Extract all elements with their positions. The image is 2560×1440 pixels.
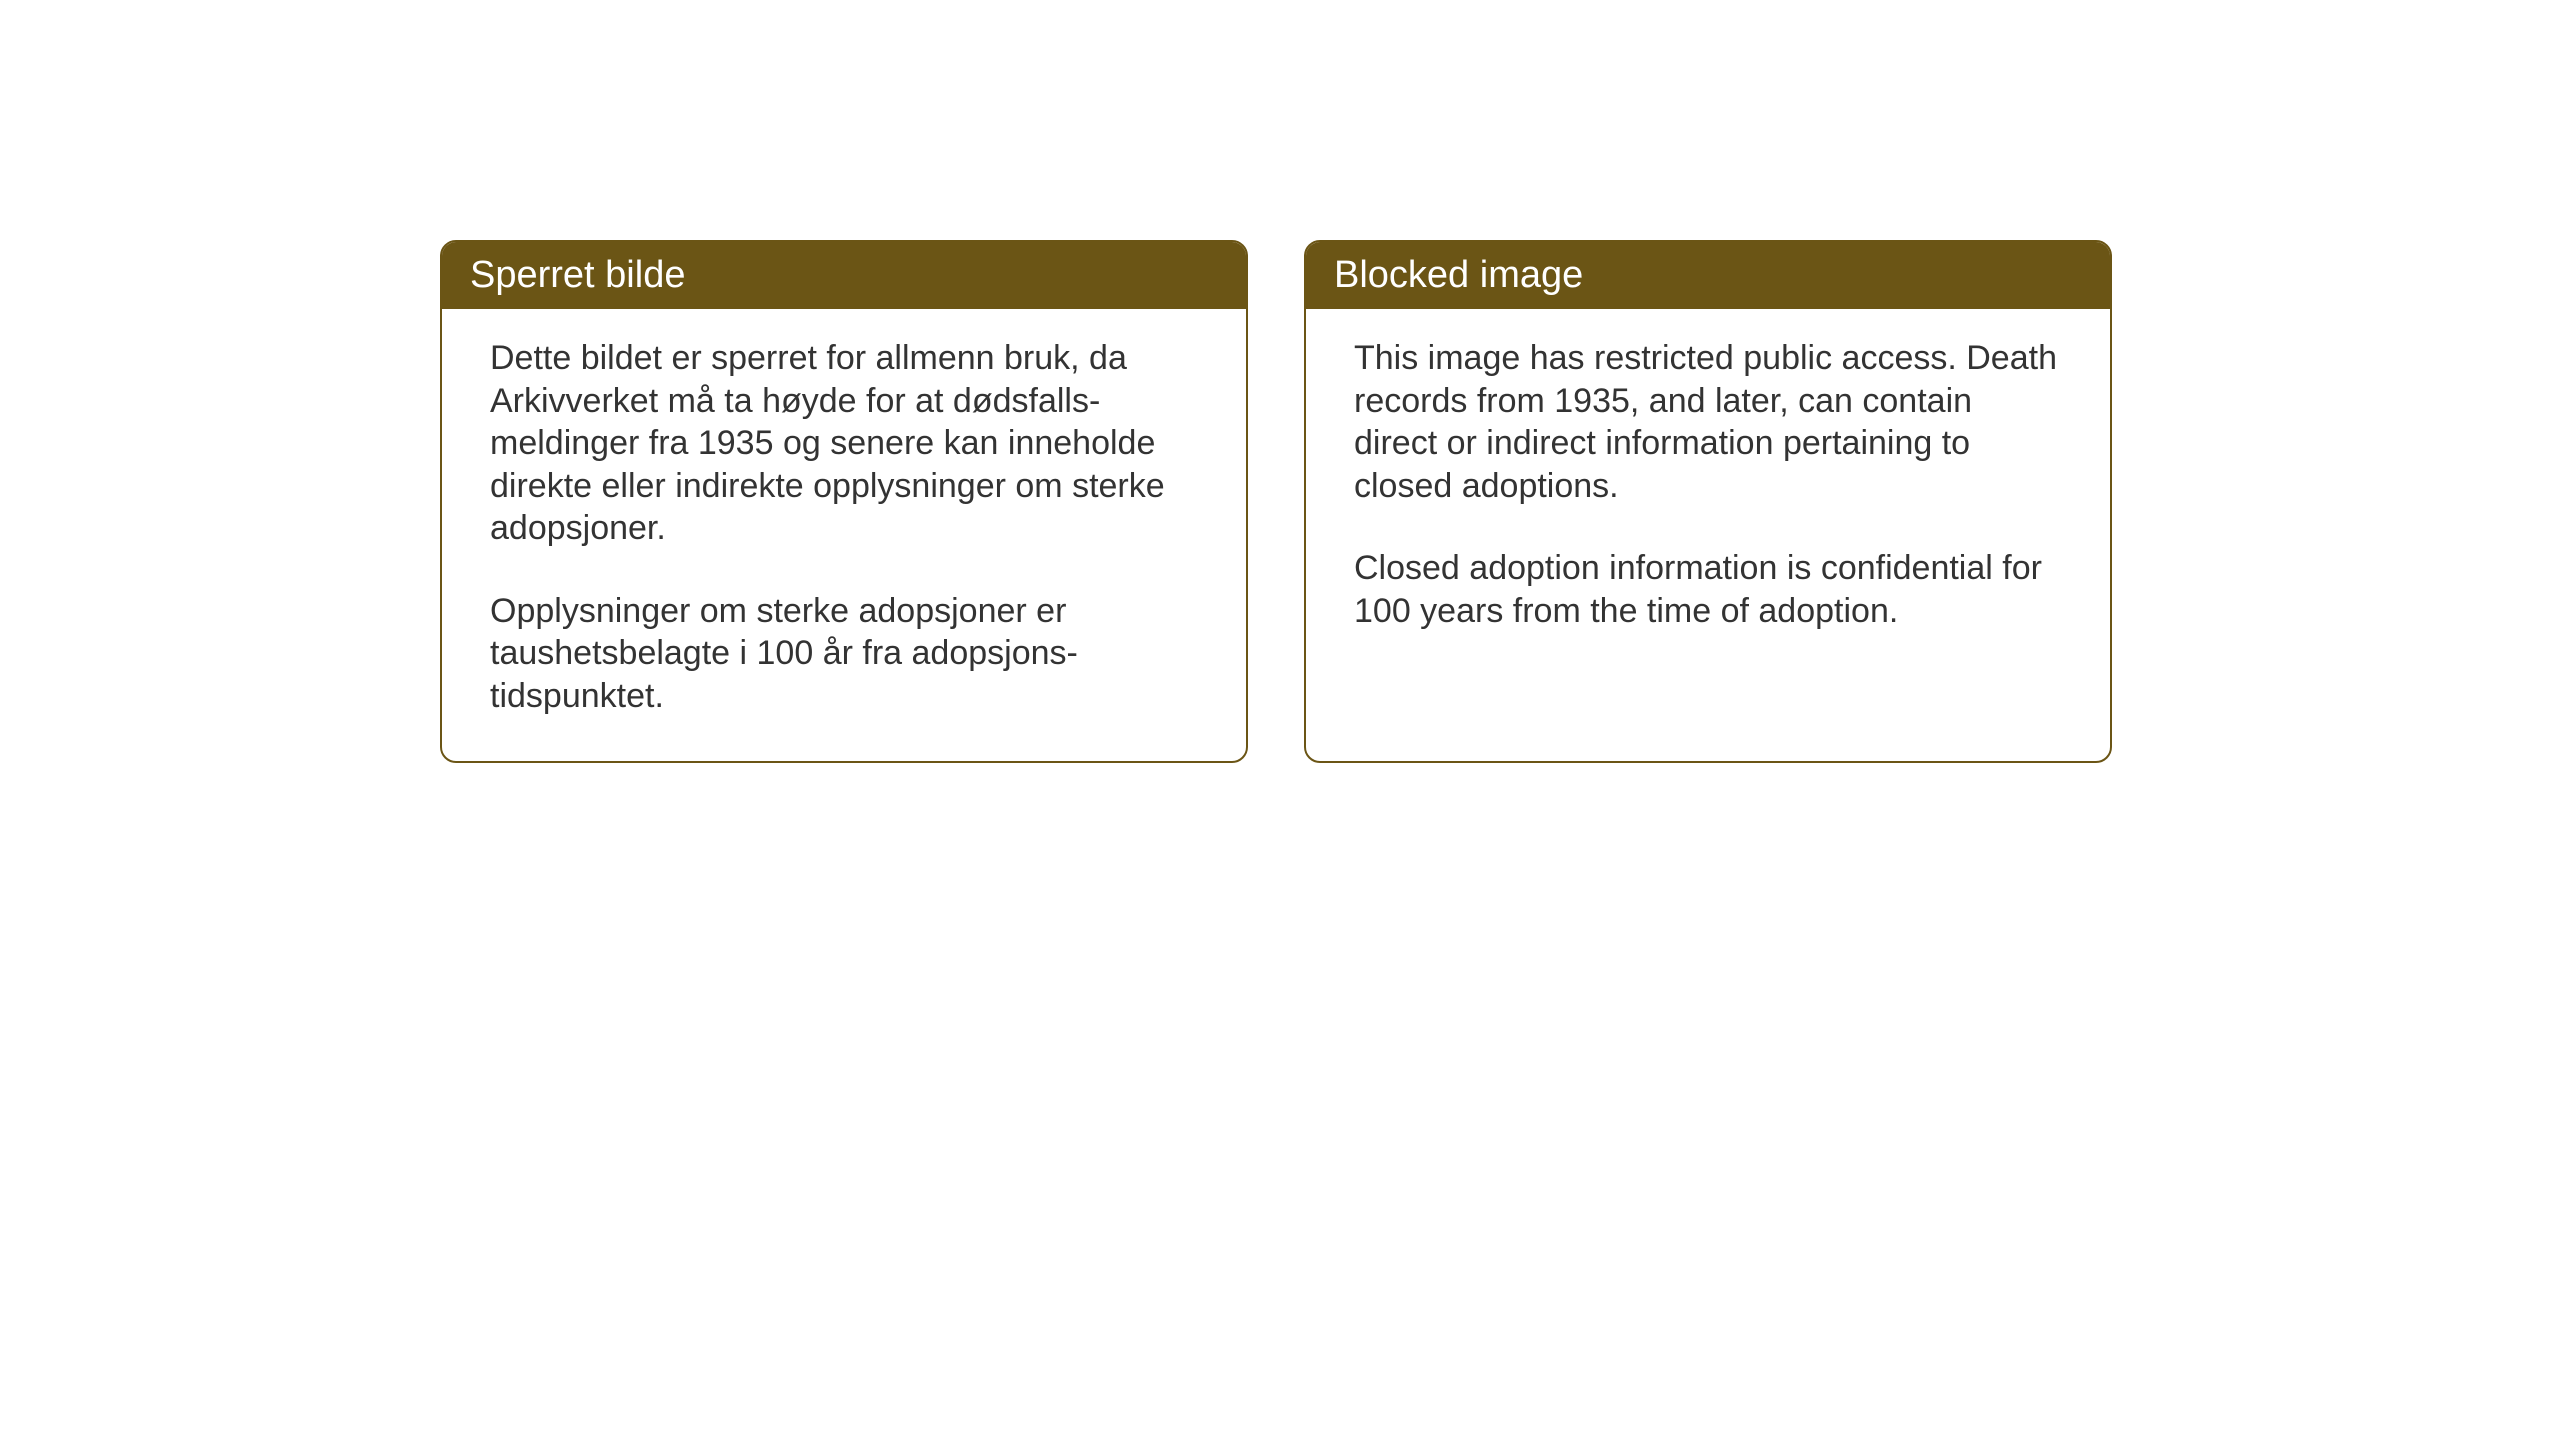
notice-container: Sperret bilde Dette bildet er sperret fo… bbox=[440, 240, 2112, 763]
notice-paragraph-2-norwegian: Opplysninger om sterke adopsjoner er tau… bbox=[490, 590, 1198, 718]
notice-box-norwegian: Sperret bilde Dette bildet er sperret fo… bbox=[440, 240, 1248, 763]
notice-paragraph-2-english: Closed adoption information is confident… bbox=[1354, 547, 2062, 632]
notice-title-english: Blocked image bbox=[1334, 254, 1583, 296]
notice-box-english: Blocked image This image has restricted … bbox=[1304, 240, 2112, 763]
notice-paragraph-1-norwegian: Dette bildet er sperret for allmenn bruk… bbox=[490, 337, 1198, 550]
notice-paragraph-1-english: This image has restricted public access.… bbox=[1354, 337, 2062, 507]
notice-body-norwegian: Dette bildet er sperret for allmenn bruk… bbox=[442, 309, 1246, 761]
notice-body-english: This image has restricted public access.… bbox=[1306, 309, 2110, 676]
notice-header-english: Blocked image bbox=[1306, 242, 2110, 309]
notice-header-norwegian: Sperret bilde bbox=[442, 242, 1246, 309]
notice-title-norwegian: Sperret bilde bbox=[470, 254, 685, 296]
